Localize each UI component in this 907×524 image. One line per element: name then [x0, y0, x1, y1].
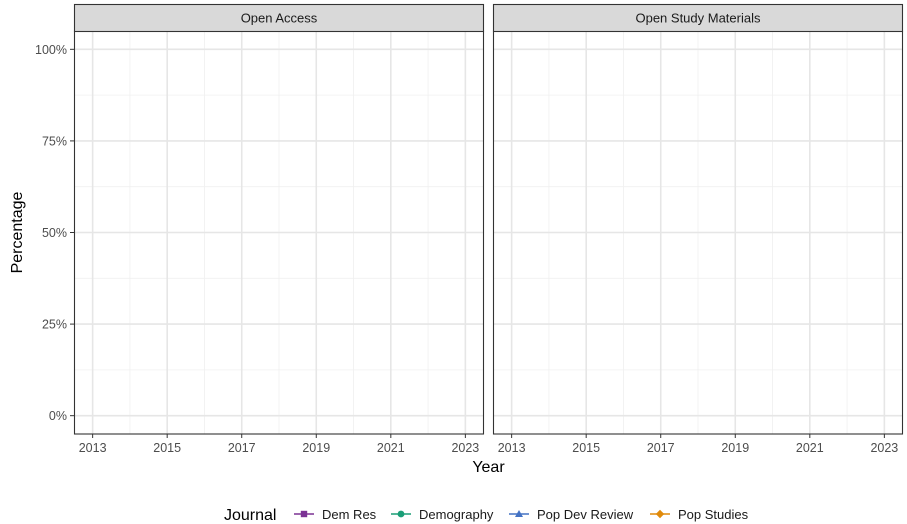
legend-key-square-marker	[300, 510, 308, 518]
legend-item-demography: Demography	[391, 507, 494, 522]
legend-key-triangle-marker	[515, 510, 523, 517]
y-tick-label: 100%	[35, 43, 67, 57]
facet-strip-label: Open Study Materials	[635, 11, 761, 26]
x-tick-label: 2017	[647, 441, 675, 455]
y-axis-title: Percentage	[9, 191, 26, 273]
x-tick-label: 2019	[721, 441, 749, 455]
y-tick-label: 0%	[49, 409, 67, 423]
legend: Journal Dem Res Demography Pop Dev Review Po…	[224, 507, 749, 524]
facet-strip	[492, 3, 904, 33]
x-tick-label: 2023	[870, 441, 898, 455]
x-tick-label: 2023	[451, 441, 479, 455]
y-tick-label: 25%	[42, 318, 67, 332]
y-tick-label: 50%	[42, 226, 67, 240]
facet-strip	[73, 3, 485, 33]
x-tick-label: 2017	[228, 441, 256, 455]
x-tick-label: 2013	[498, 441, 526, 455]
panel-open-study-materials: Open Study Materials 2013 2015 2017 2019 2021…	[492, 3, 904, 455]
legend-label: Pop Dev Review	[537, 507, 634, 522]
legend-title: Journal	[224, 507, 276, 524]
x-tick-label: 2015	[572, 441, 600, 455]
y-tick-label: 75%	[42, 134, 67, 148]
legend-item-dem-res: Dem Res	[294, 507, 377, 522]
legend-key-circle-marker	[397, 510, 405, 518]
legend-item-pop-dev-review: Pop Dev Review	[509, 507, 634, 522]
legend-key-diamond-marker	[655, 509, 665, 519]
x-tick-label: 2013	[79, 441, 107, 455]
x-axis-title: Year	[472, 459, 505, 476]
legend-label: Dem Res	[322, 507, 377, 522]
x-tick-label: 2021	[796, 441, 824, 455]
legend-label: Pop Studies	[678, 507, 749, 522]
panel-open-access: Open Access 2013 2015 2017 2019 2021 2023 0% 25%…	[35, 3, 485, 455]
legend-label: Demography	[419, 507, 494, 522]
legend-item-pop-studies: Pop Studies	[650, 507, 749, 522]
x-tick-label: 2019	[302, 441, 330, 455]
x-tick-label: 2021	[377, 441, 405, 455]
facet-strip-label: Open Access	[241, 11, 318, 26]
x-tick-label: 2015	[153, 441, 181, 455]
